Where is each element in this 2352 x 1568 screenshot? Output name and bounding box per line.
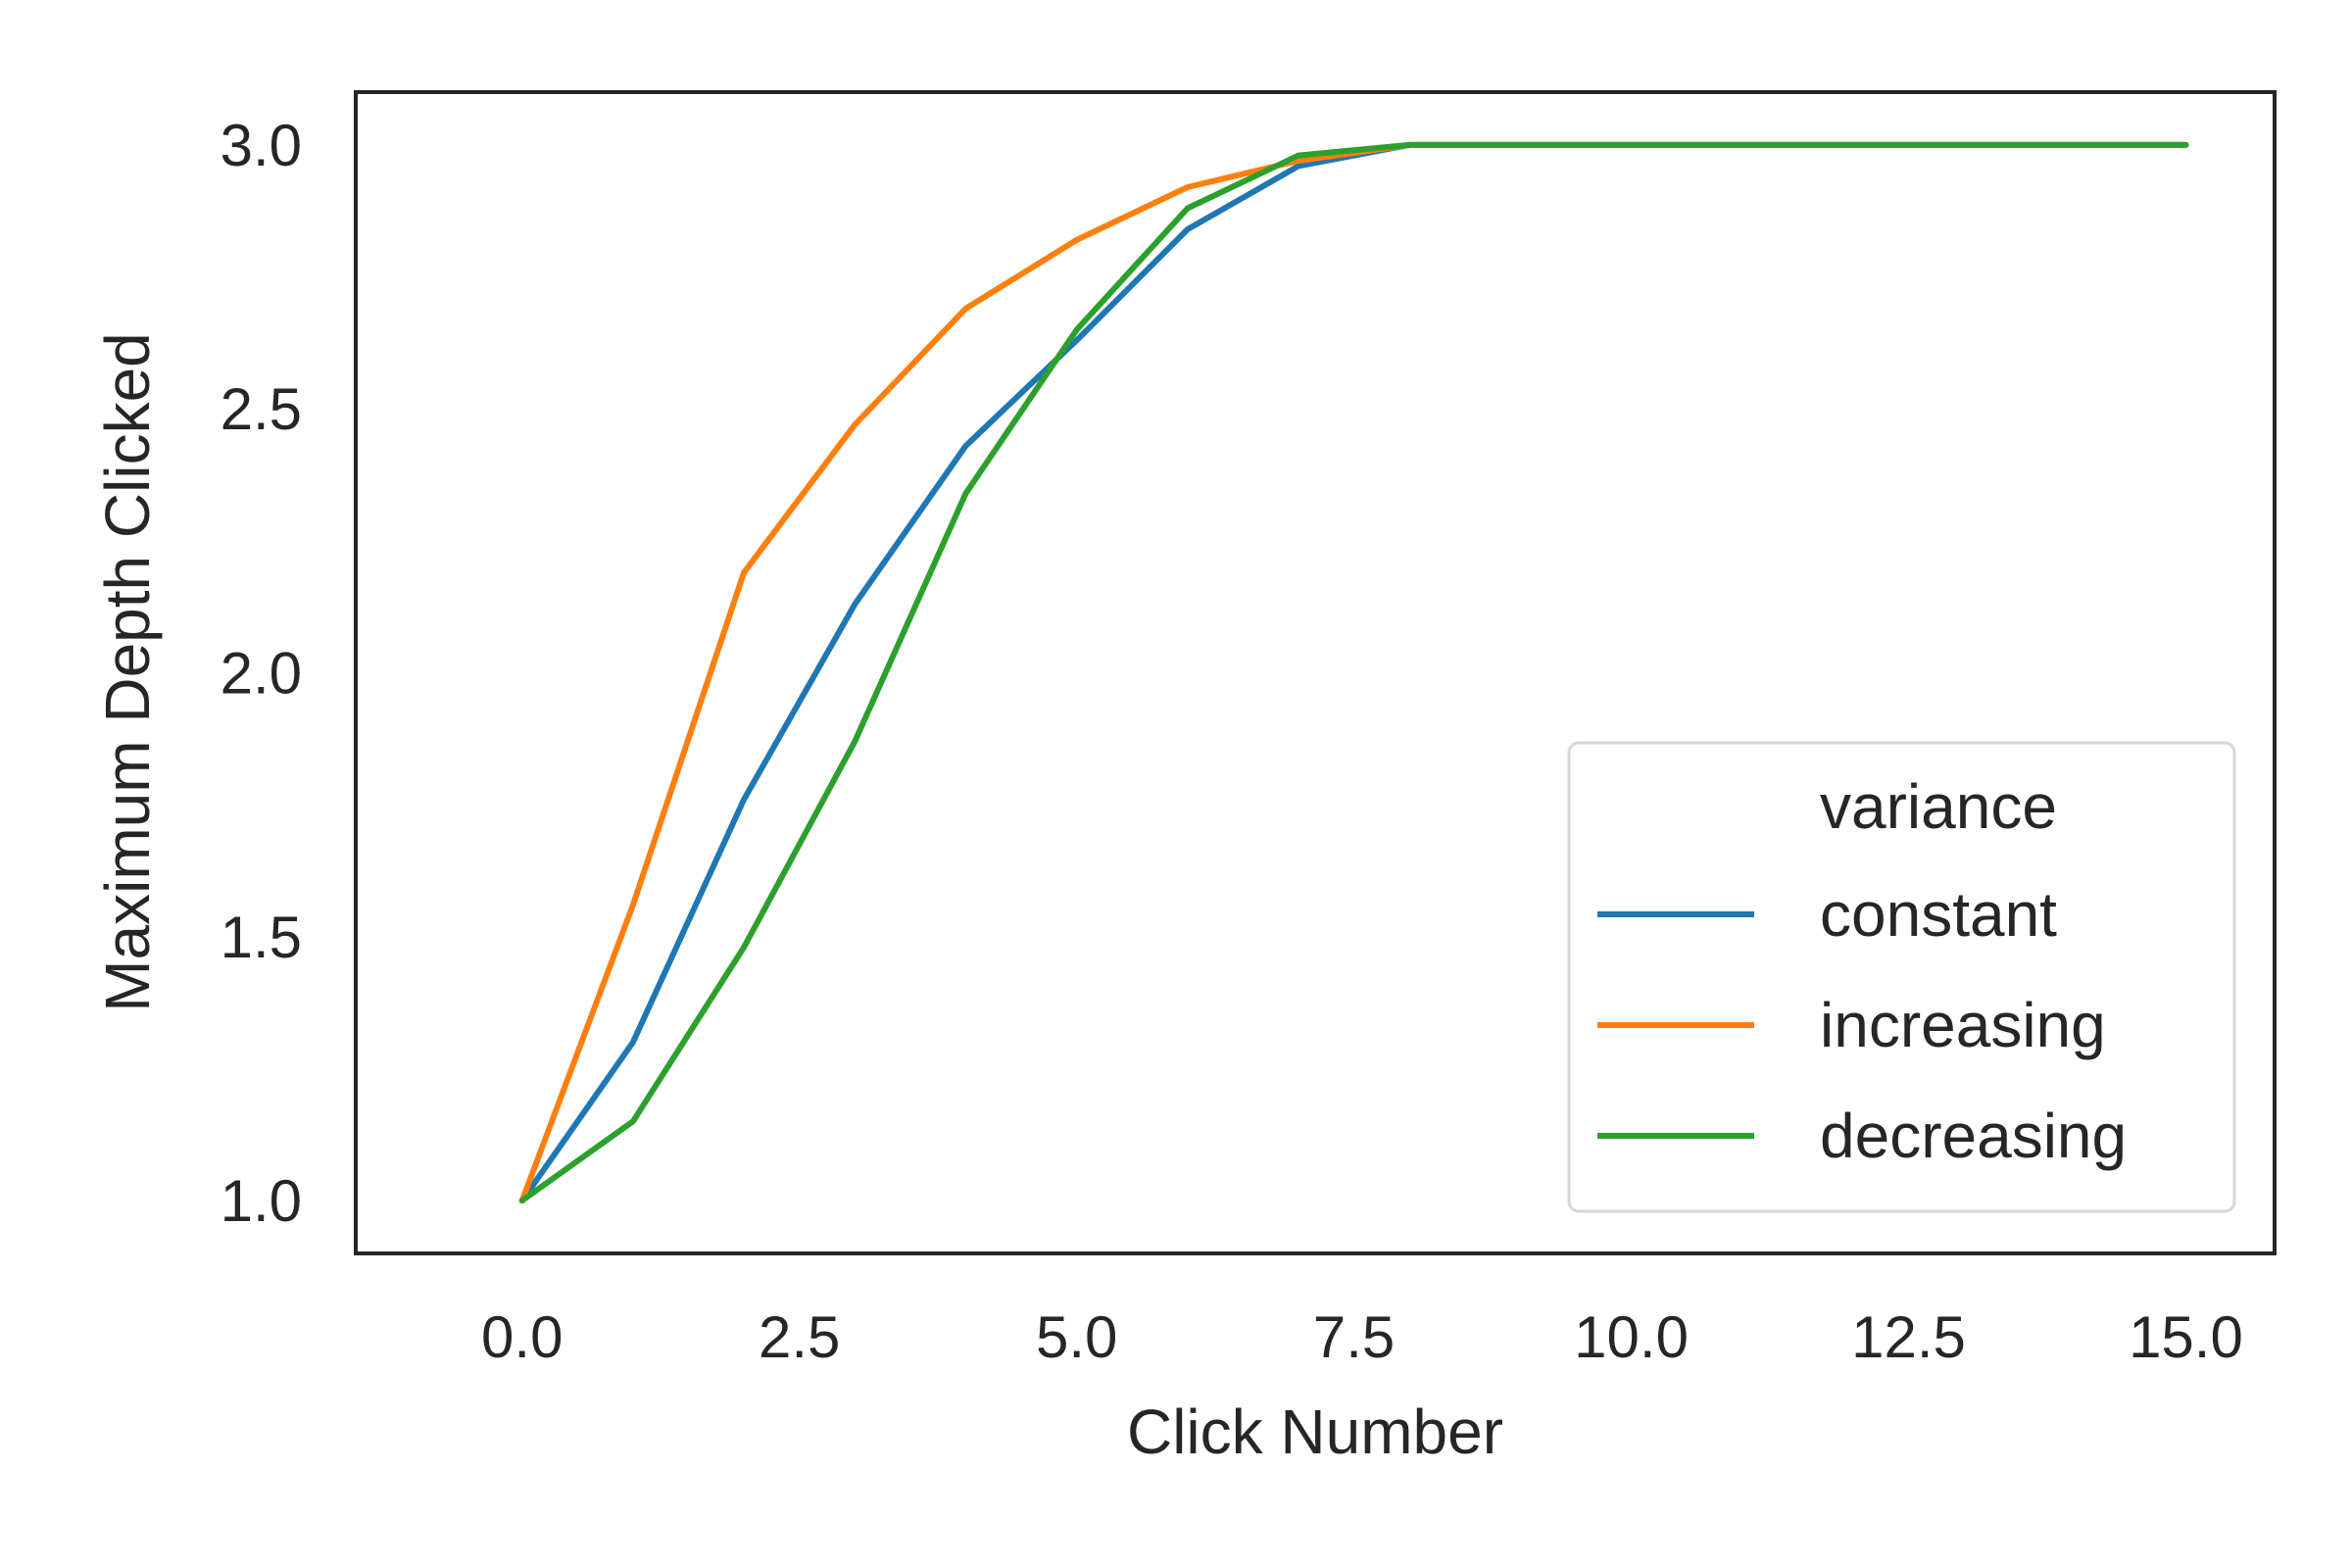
x-tick-label: 2.5 [759,1304,840,1370]
series-line-decreasing [518,141,2189,1204]
y-tick-label: 1.0 [220,1168,302,1234]
legend-label-decreasing: decreasing [1820,1101,2127,1171]
x-tick-label: 5.0 [1036,1304,1117,1370]
legend-title: variance [1820,771,2057,842]
legend-label-constant: constant [1820,879,2057,950]
series-lines [518,141,2189,1204]
y-tick-label: 2.5 [220,376,302,442]
x-tick-label: 15.0 [2129,1304,2243,1370]
y-tick-label: 2.0 [220,641,302,707]
x-tick-label: 7.5 [1313,1304,1395,1370]
x-tick-labels: 0.0 2.5 5.0 7.5 10.0 12.5 15.0 [481,1304,2243,1370]
legend: variance constant increasing decreasing [1567,741,2236,1213]
legend-items: constant increasing decreasing [1597,879,2127,1171]
x-tick-label: 0.0 [481,1304,563,1370]
y-tick-labels: 1.0 1.5 2.0 2.5 3.0 [220,113,302,1234]
legend-box [1567,741,2236,1213]
y-axis-label: Maximum Depth Clicked [92,332,163,1012]
legend-label-increasing: increasing [1820,990,2106,1060]
x-axis-label: Click Number [1127,1396,1503,1467]
x-tick-label: 12.5 [1851,1304,1966,1370]
y-tick-label: 3.0 [220,113,302,178]
x-tick-label: 10.0 [1574,1304,1689,1370]
y-tick-label: 1.5 [220,905,302,970]
